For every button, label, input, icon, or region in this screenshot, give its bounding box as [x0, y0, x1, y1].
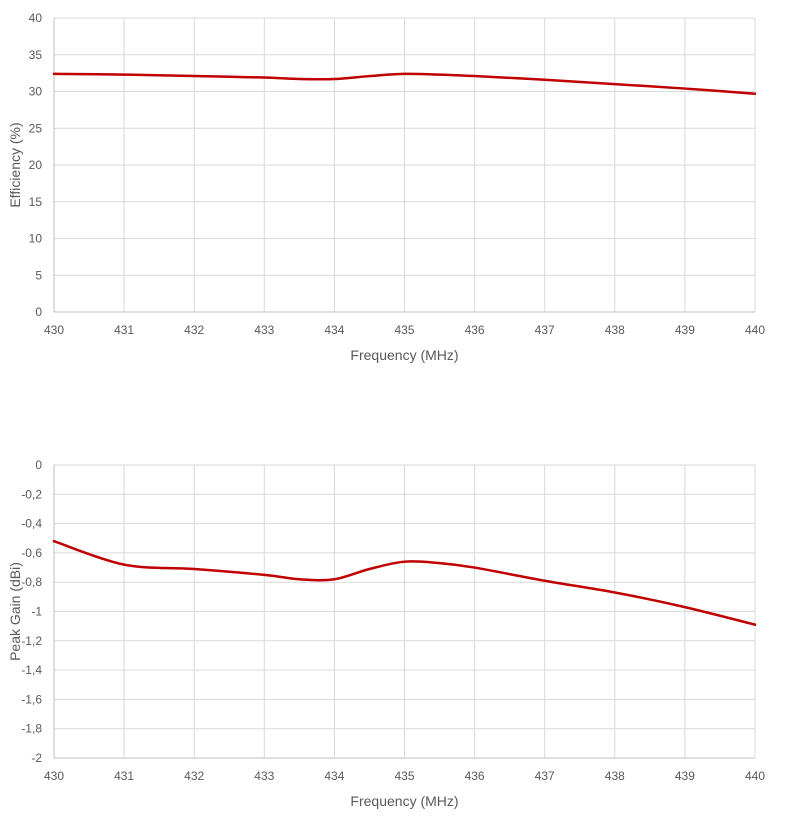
data-point [613, 83, 616, 86]
data-point [753, 623, 757, 626]
gridlines [54, 464, 756, 758]
data-point [193, 567, 196, 571]
data-point [683, 606, 687, 609]
y-tick-label: -0,2 [21, 487, 42, 501]
data-point [473, 566, 476, 569]
data-point [403, 72, 406, 75]
y-tick-label: -2 [31, 751, 42, 765]
x-tick-label: 435 [394, 769, 414, 783]
y-axis-title: Peak Gain (dBi) [7, 562, 23, 661]
x-tick-label: 436 [465, 769, 485, 783]
data-point [333, 578, 336, 581]
chart-1: 0 5 10 15 20 25 30 35 40 430 431 432 433 434 435 436 437… [7, 11, 765, 363]
data-point [473, 74, 476, 78]
y-tick-label: 30 [29, 85, 43, 99]
x-tick-label: 437 [535, 323, 555, 337]
y-tick-label: -1,4 [21, 663, 42, 677]
x-tick-label: 433 [254, 323, 274, 337]
x-tick-label: 438 [605, 769, 625, 783]
data-point [438, 562, 441, 565]
data-point [543, 579, 546, 582]
y-tick-label: 0 [35, 458, 42, 472]
gridlines [54, 17, 756, 312]
data-point [368, 567, 371, 571]
data-point [263, 76, 266, 79]
y-tick-label: -1,8 [21, 722, 42, 736]
x-tick-label: 434 [324, 323, 344, 337]
y-tick-label: 5 [35, 268, 42, 282]
y-tick-label: -1 [31, 605, 42, 619]
data-point [298, 578, 301, 581]
y-tick-label: -1,6 [21, 692, 42, 706]
x-tick-label: 438 [605, 323, 625, 337]
x-tick-label: 432 [184, 323, 204, 337]
y-tick-label: 10 [29, 232, 43, 246]
x-tick-label: 439 [675, 323, 695, 337]
x-tick-label: 431 [114, 769, 134, 783]
chart-2: -2 -1,8 -1,6 -1,4 -1,2 -1 -0,8 -0,6 -0,4 -0,2 0 430… [7, 458, 765, 809]
x-tick-label: 436 [465, 323, 485, 337]
data-point [438, 73, 441, 76]
data-point [298, 77, 301, 81]
x-tick-label: 431 [114, 323, 134, 337]
x-tick-label: 437 [535, 769, 555, 783]
data-point [52, 72, 56, 75]
x-tick-label: 439 [675, 769, 695, 783]
data-point [683, 87, 687, 90]
y-tick-label: -0,8 [21, 575, 42, 589]
data-point [333, 77, 336, 81]
x-tick-label: 434 [324, 769, 344, 783]
x-axis-title: Frequency (MHz) [350, 793, 458, 809]
y-axis-title: Efficiency (%) [7, 122, 23, 207]
y-tick-label: 40 [29, 11, 43, 25]
y-tick-label: 20 [29, 158, 43, 172]
data-point [368, 74, 371, 78]
y-tick-label: -1,2 [21, 634, 42, 648]
y-tick-label: 25 [29, 121, 43, 135]
x-tick-label: 440 [745, 769, 765, 783]
y-tick-label: 35 [29, 48, 43, 62]
x-axis-title: Frequency (MHz) [350, 347, 458, 363]
data-point [52, 540, 56, 543]
x-tick-label: 435 [394, 323, 414, 337]
x-tick-label: 433 [254, 769, 274, 783]
data-point [123, 73, 126, 76]
data-point [263, 573, 266, 576]
data-point [403, 560, 406, 563]
x-tick-label: 430 [44, 769, 64, 783]
data-point [753, 92, 757, 95]
x-tick-label: 440 [745, 323, 765, 337]
y-tick-label: -0,6 [21, 546, 42, 560]
x-tick-label: 430 [44, 323, 64, 337]
data-point [123, 563, 126, 566]
y-tick-label: -0,4 [21, 517, 42, 531]
y-tick-label: 15 [29, 195, 43, 209]
y-tick-label: 0 [35, 305, 42, 319]
x-tick-label: 432 [184, 769, 204, 783]
data-point [613, 591, 616, 594]
data-point [543, 78, 546, 81]
data-point [193, 74, 196, 78]
